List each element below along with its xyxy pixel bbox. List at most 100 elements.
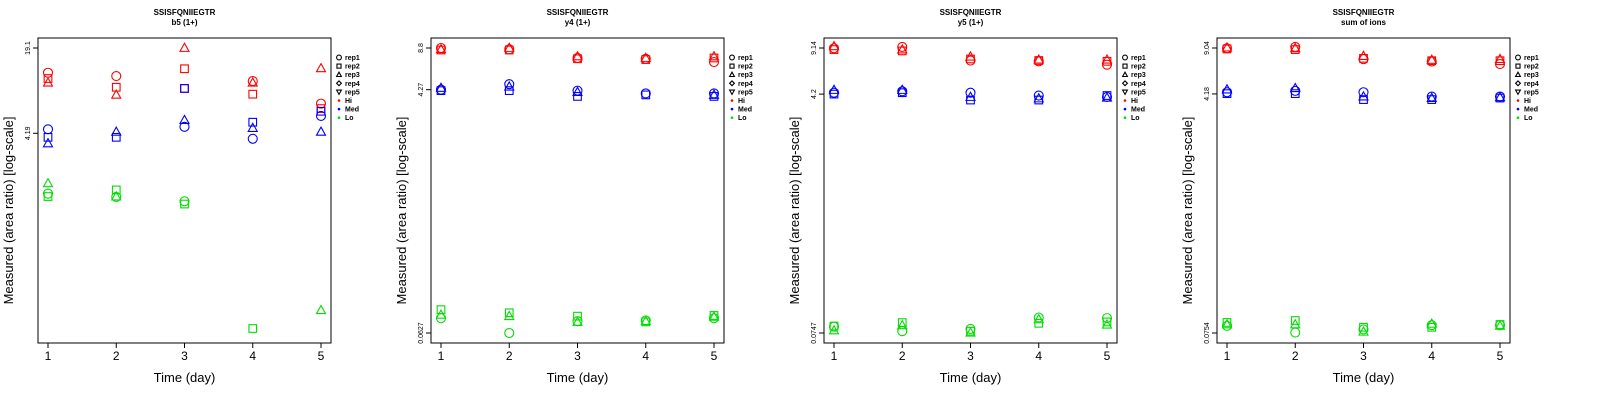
data-point-med-square (1034, 95, 1044, 105)
x-tick-label: 4 (249, 349, 256, 363)
data-point-lo-triangle (1101, 318, 1113, 329)
data-point-lo-triangle (572, 316, 583, 326)
x-tick-label: 4 (1035, 349, 1042, 363)
data-point-hi-square (436, 45, 446, 55)
data-point-hi-circle (1033, 56, 1044, 67)
data-point-hi-square (829, 45, 839, 54)
legend-label: Med (738, 107, 752, 114)
x-tick-label: 4 (1428, 349, 1435, 363)
data-point-med-square (436, 86, 446, 96)
y-axis-label: Measured (area ratio) [log-scale] (787, 117, 802, 305)
legend-label: rep2 (1131, 64, 1146, 71)
data-point-med-square (1290, 89, 1300, 99)
chart-subtitle: y5 (1+) (958, 18, 984, 27)
legend-color-dot-lo (1123, 116, 1127, 119)
data-point-lo-circle (1358, 324, 1369, 335)
data-point-med-square (897, 88, 907, 98)
data-point-med-square (709, 92, 719, 101)
legend-label: rep4 (738, 81, 753, 88)
x-axis-label: Time (day) (154, 370, 216, 385)
x-tick-label: 1 (45, 349, 52, 363)
x-tick-label: 1 (831, 349, 838, 363)
legend-marker-rep2 (1515, 63, 1521, 69)
data-point-lo-square (43, 192, 53, 201)
data-point-hi-triangle (896, 43, 908, 54)
data-point-hi-circle (897, 41, 908, 53)
x-tick-label: 3 (574, 349, 581, 363)
x-tick-label: 3 (967, 349, 974, 363)
legend-label: Med (345, 107, 359, 114)
data-point-lo-square (1102, 317, 1112, 327)
data-point-lo-circle (111, 191, 122, 202)
data-point-hi-circle (315, 98, 327, 109)
y-tick-label: 4.19 (25, 126, 32, 140)
data-point-med-square (43, 132, 53, 142)
x-axis-label: Time (day) (940, 370, 1002, 385)
data-point-med-circle (179, 121, 190, 132)
data-point-lo-circle (1101, 313, 1113, 324)
data-point-hi-triangle (42, 76, 54, 87)
x-tick-label: 2 (113, 349, 120, 363)
data-point-hi-triangle (247, 76, 259, 87)
legend-label: rep2 (345, 64, 360, 71)
legend-marker-rep4 (335, 80, 343, 87)
y-tick-label: 0.0627 (418, 322, 425, 344)
data-point-med-circle (1358, 87, 1369, 98)
data-point-med-triangle (828, 84, 840, 94)
y-tick-label: 9.04 (1204, 41, 1211, 55)
legend-label: rep3 (345, 72, 360, 79)
chart-subtitle: b5 (1+) (171, 18, 197, 27)
legend-label: Hi (345, 98, 352, 105)
data-point-lo-square (1034, 318, 1044, 328)
data-point-med-circle (42, 124, 54, 135)
data-point-lo-triangle (708, 310, 720, 321)
legend-marker-rep3 (335, 71, 343, 78)
data-point-hi-triangle (1221, 41, 1233, 52)
legend-marker-rep5 (728, 89, 736, 96)
legend-marker-rep4 (1121, 80, 1129, 87)
legend-label: rep3 (1131, 72, 1146, 79)
legend-label: Med (1131, 107, 1145, 114)
data-point-lo-circle (1290, 327, 1301, 338)
legend-label: rep3 (738, 72, 753, 79)
x-tick-label: 4 (642, 349, 649, 363)
data-point-lo-triangle (1494, 320, 1506, 330)
data-point-med-circle (828, 87, 840, 98)
data-point-lo-circle (965, 323, 976, 334)
x-tick-label: 5 (1497, 349, 1504, 363)
data-point-lo-circle (504, 327, 515, 339)
data-point-hi-circle (42, 67, 54, 78)
legend-label: rep4 (1524, 81, 1539, 88)
data-point-med-circle (965, 87, 976, 98)
legend-label: rep5 (1131, 89, 1146, 96)
x-tick-label: 2 (899, 349, 906, 363)
chart-title: SSISFQNIIEGTR (154, 8, 216, 17)
legend-label: rep4 (345, 81, 360, 88)
data-point-med-triangle (1101, 91, 1113, 102)
data-point-med-triangle (1221, 83, 1233, 94)
legend-color-dot-lo (1516, 116, 1520, 119)
data-point-med-circle (247, 133, 258, 144)
chart-subtitle: sum of ions (1341, 18, 1386, 27)
legend-marker-rep4 (728, 80, 736, 87)
data-point-hi-square (1222, 44, 1232, 54)
legend-label: Lo (738, 115, 747, 122)
legend-color-dot-hi (730, 99, 734, 102)
data-point-med-circle (897, 86, 908, 97)
y-axis-label: Measured (area ratio) [log-scale] (1, 117, 16, 305)
legend-marker-rep1 (1515, 54, 1521, 61)
data-point-hi-square (180, 64, 189, 74)
data-point-med-square (573, 92, 582, 101)
legend-label: Hi (1524, 98, 1531, 105)
data-point-med-square (1222, 89, 1232, 99)
data-point-hi-circle (828, 43, 840, 54)
y-tick-label: 0.0747 (811, 322, 818, 344)
legend-color-dot-hi (1123, 99, 1127, 102)
plot-frame (430, 37, 725, 344)
data-point-med-triangle (572, 86, 583, 96)
y-tick-label: 4.18 (1204, 87, 1211, 101)
data-point-lo-square (180, 199, 189, 209)
legend-color-dot-med (1516, 107, 1520, 111)
